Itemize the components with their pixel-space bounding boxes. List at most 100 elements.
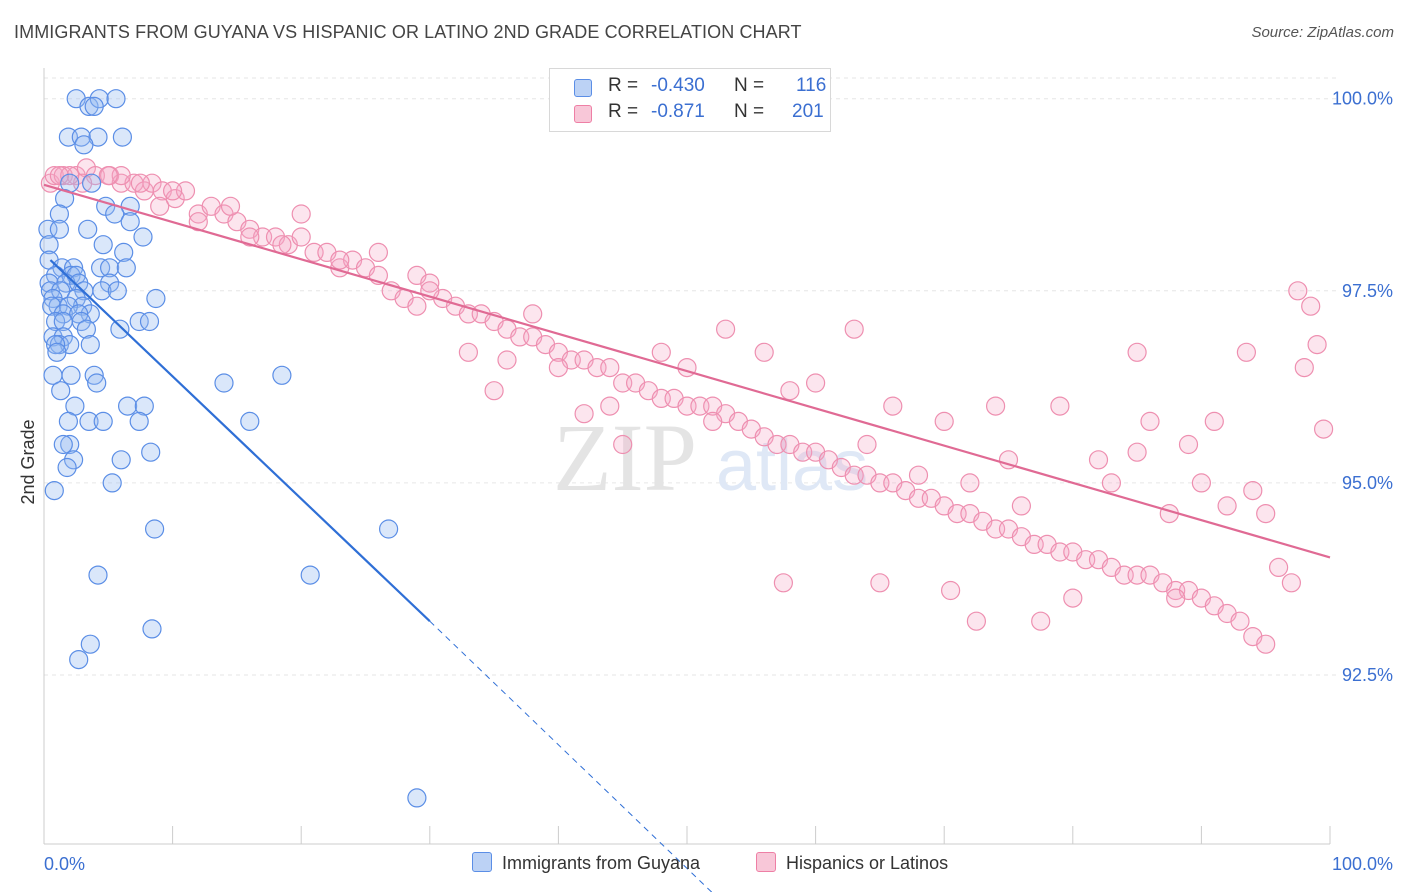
tick-labels: 100.0% 97.5% 95.0% 92.5% 0.0% 100.0%	[44, 89, 1393, 874]
point-guyana	[60, 434, 80, 455]
bottom-legend-swatch-pink	[756, 852, 776, 872]
point-hispanic	[1307, 335, 1327, 355]
legend-n-label: N =	[734, 75, 765, 96]
point-guyana	[102, 473, 122, 493]
point-hispanic	[574, 404, 594, 424]
point-guyana	[129, 311, 149, 332]
point-hispanic	[420, 273, 440, 293]
watermark-zip: ZIP	[553, 404, 697, 511]
point-guyana	[69, 649, 89, 670]
point-hispanic	[1031, 611, 1051, 631]
point-guyana	[49, 204, 70, 224]
point-hispanic	[484, 381, 504, 401]
point-guyana	[76, 319, 97, 339]
point-hispanic	[1178, 434, 1199, 455]
legend-swatch-pink	[574, 105, 592, 123]
point-guyana	[99, 273, 120, 293]
point-guyana	[40, 281, 61, 301]
point-hispanic	[1281, 573, 1302, 593]
point-hispanic	[458, 342, 478, 362]
point-hispanic	[703, 411, 723, 431]
legend-r-label: R =	[608, 101, 639, 122]
axes	[43, 68, 1331, 845]
point-hispanic	[1191, 473, 1212, 493]
trend-lines	[43, 183, 1331, 892]
point-hispanic	[857, 434, 877, 455]
point-hispanic	[240, 227, 260, 247]
point-guyana	[80, 335, 100, 355]
point-hispanic	[805, 373, 826, 393]
point-hispanic	[163, 181, 183, 201]
point-guyana	[74, 135, 94, 155]
trend-line-guyana	[49, 259, 431, 622]
point-guyana	[116, 258, 136, 278]
point-hispanic	[548, 358, 569, 378]
point-guyana	[44, 481, 64, 501]
point-hispanic	[1127, 442, 1147, 462]
point-hispanic	[49, 166, 70, 186]
point-hispanic	[60, 166, 80, 186]
y-axis-label: 2nd Grade	[18, 419, 38, 504]
point-guyana	[79, 411, 99, 431]
point-guyana	[134, 396, 154, 416]
legend-r-value: -0.871	[651, 101, 705, 122]
point-hispanic	[291, 227, 311, 247]
point-hispanic	[291, 204, 311, 224]
point-hispanic	[844, 319, 864, 339]
point-hispanic	[1256, 503, 1276, 524]
point-hispanic	[960, 473, 980, 493]
point-guyana	[129, 411, 149, 431]
point-guyana	[71, 127, 91, 147]
point-guyana	[120, 212, 140, 232]
point-guyana	[84, 365, 104, 385]
point-guyana	[61, 365, 81, 385]
point-guyana	[117, 396, 138, 416]
bottom-legend-label-guyana: Immigrants from Guyana	[502, 853, 701, 873]
point-guyana	[66, 288, 86, 309]
point-guyana	[43, 327, 63, 347]
point-hispanic	[1230, 611, 1250, 631]
source-label: Source: ZipAtlas.com	[1251, 24, 1394, 41]
point-hispanic	[407, 296, 427, 316]
point-guyana	[379, 519, 399, 539]
point-guyana	[45, 311, 66, 332]
point-hispanic	[1127, 342, 1147, 362]
point-hispanic	[1243, 481, 1263, 501]
point-hispanic	[1088, 450, 1109, 470]
point-guyana	[93, 411, 113, 431]
point-hispanic	[613, 434, 633, 455]
bottom-legend-label-hispanic: Hispanics or Latinos	[786, 853, 949, 873]
point-guyana	[51, 281, 71, 301]
point-guyana	[214, 373, 234, 393]
point-guyana	[51, 381, 71, 401]
point-guyana	[53, 434, 73, 455]
point-guyana	[107, 281, 127, 301]
point-guyana	[78, 219, 98, 239]
point-guyana	[133, 227, 153, 247]
point-hispanic	[220, 196, 241, 216]
point-hispanic	[966, 611, 987, 631]
point-guyana	[84, 96, 104, 117]
point-guyana	[38, 219, 58, 239]
point-hispanic	[150, 196, 170, 216]
point-guyana	[240, 411, 260, 431]
point-hispanic	[1301, 296, 1321, 316]
point-hispanic	[1140, 411, 1160, 431]
legend-n-value: 201	[792, 101, 824, 122]
point-guyana	[145, 519, 165, 539]
point-hispanic	[66, 166, 86, 186]
point-guyana	[87, 373, 107, 393]
point-hispanic	[1236, 342, 1257, 362]
legend-n-label: N =	[734, 101, 765, 122]
watermark-atlas: atlas	[716, 426, 868, 506]
point-hispanic	[934, 411, 954, 431]
point-hispanic	[1217, 496, 1237, 516]
point-guyana	[54, 189, 75, 209]
point-hispanic	[1313, 419, 1334, 439]
x-tick-label-right: 100.0%	[1332, 854, 1393, 874]
y-tick-label: 92.5%	[1342, 665, 1393, 685]
point-hispanic	[1063, 588, 1083, 608]
point-hispanic	[715, 319, 736, 339]
point-guyana	[92, 281, 112, 301]
point-guyana	[39, 235, 59, 255]
